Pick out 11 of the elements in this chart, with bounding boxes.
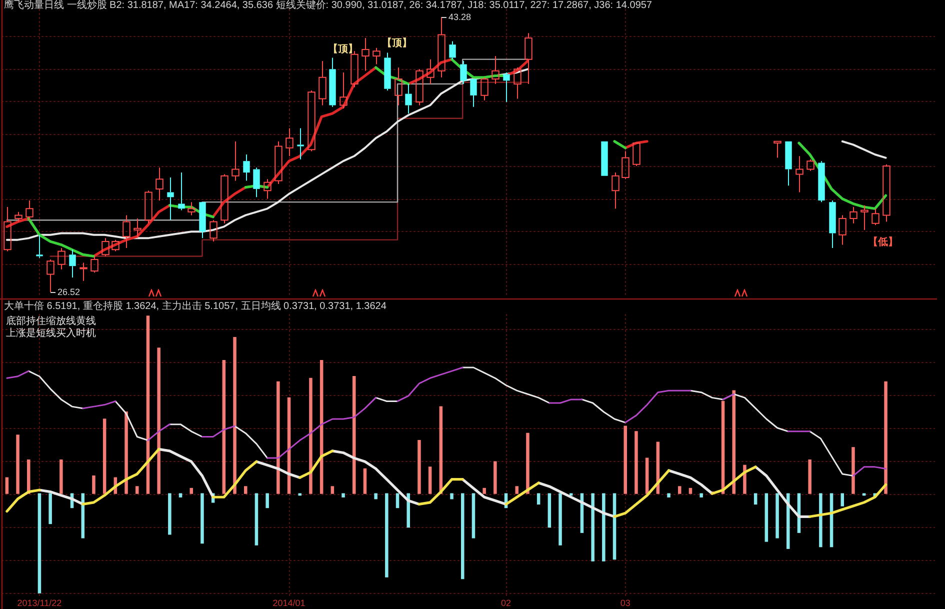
text: 底部持住缩放线黄线上涨是短线买入时机 bbox=[6, 316, 97, 340]
x-tick-label: 2014/01 bbox=[272, 598, 306, 608]
x-tick-label: 2013/11/22 bbox=[17, 598, 62, 608]
x-tick-label: 02 bbox=[501, 598, 512, 608]
x-tick-label: 03 bbox=[620, 598, 630, 608]
text: 26.52 bbox=[58, 286, 80, 297]
chart-title: 大单十倍 6.5191, 重仓持股 1.3624, 主力出击 5.1057, 五日均线 0.3731, 0.3731, 1.3624 bbox=[4, 301, 386, 313]
text: 43.28 bbox=[448, 12, 472, 22]
annotation: 【低】 bbox=[868, 236, 898, 248]
annotation: 【顶】 bbox=[382, 36, 412, 49]
annotation: 【顶】 bbox=[328, 42, 358, 55]
